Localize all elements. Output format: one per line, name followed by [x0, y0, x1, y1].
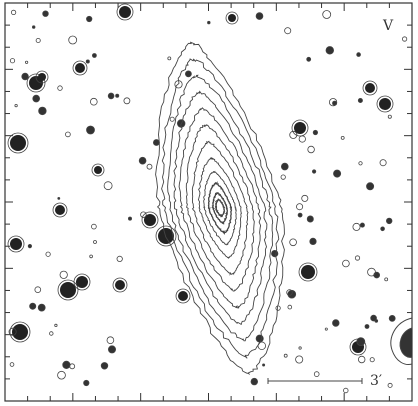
- panel-label: V: [382, 18, 394, 34]
- star: [312, 170, 315, 173]
- star: [39, 107, 47, 115]
- star: [185, 71, 191, 77]
- star: [367, 183, 374, 190]
- star-core: [60, 282, 76, 298]
- star: [92, 54, 96, 58]
- star: [374, 272, 380, 278]
- star: [108, 346, 115, 353]
- star: [357, 53, 361, 57]
- star: [326, 47, 334, 55]
- star: [101, 363, 108, 370]
- star: [84, 380, 89, 385]
- star: [38, 304, 45, 311]
- star-core: [75, 63, 85, 73]
- star: [281, 163, 288, 170]
- star-core: [178, 291, 188, 301]
- star: [357, 338, 365, 346]
- star: [139, 157, 146, 164]
- star: [32, 26, 35, 29]
- star: [108, 93, 114, 99]
- star: [33, 95, 40, 102]
- star: [371, 315, 377, 321]
- star-core: [115, 280, 125, 290]
- star: [43, 11, 49, 17]
- star: [298, 213, 302, 217]
- star-core: [55, 205, 65, 215]
- star: [389, 315, 395, 321]
- star: [310, 238, 316, 244]
- star-core: [10, 135, 26, 151]
- star: [116, 94, 119, 97]
- star: [256, 13, 263, 20]
- star: [360, 223, 364, 227]
- star: [334, 170, 341, 177]
- star: [153, 140, 159, 146]
- contour-map: 3′ V: [0, 0, 418, 406]
- star: [30, 303, 36, 309]
- star-core: [228, 14, 236, 22]
- star: [87, 126, 95, 134]
- star: [251, 378, 258, 385]
- scale-bar-label: 3′: [370, 373, 382, 389]
- star: [313, 130, 317, 134]
- star-core: [119, 6, 131, 18]
- star: [58, 197, 60, 199]
- star: [386, 218, 392, 224]
- star-core: [12, 324, 28, 340]
- star: [256, 335, 263, 342]
- star: [28, 244, 31, 247]
- star: [87, 16, 92, 21]
- star-core: [38, 73, 46, 81]
- star: [272, 250, 278, 256]
- star: [381, 227, 385, 231]
- star: [208, 21, 211, 24]
- star: [63, 361, 70, 368]
- star-core: [94, 166, 102, 174]
- star: [86, 60, 89, 63]
- star: [307, 57, 311, 61]
- star-core: [76, 276, 88, 288]
- star-core: [379, 98, 391, 110]
- star: [22, 73, 29, 80]
- star-core: [365, 83, 375, 93]
- star-core: [10, 238, 22, 250]
- star: [263, 364, 265, 366]
- star: [333, 320, 340, 327]
- star: [128, 217, 131, 220]
- star-core: [301, 265, 315, 279]
- star: [365, 325, 369, 329]
- star: [358, 98, 362, 102]
- star: [307, 216, 313, 222]
